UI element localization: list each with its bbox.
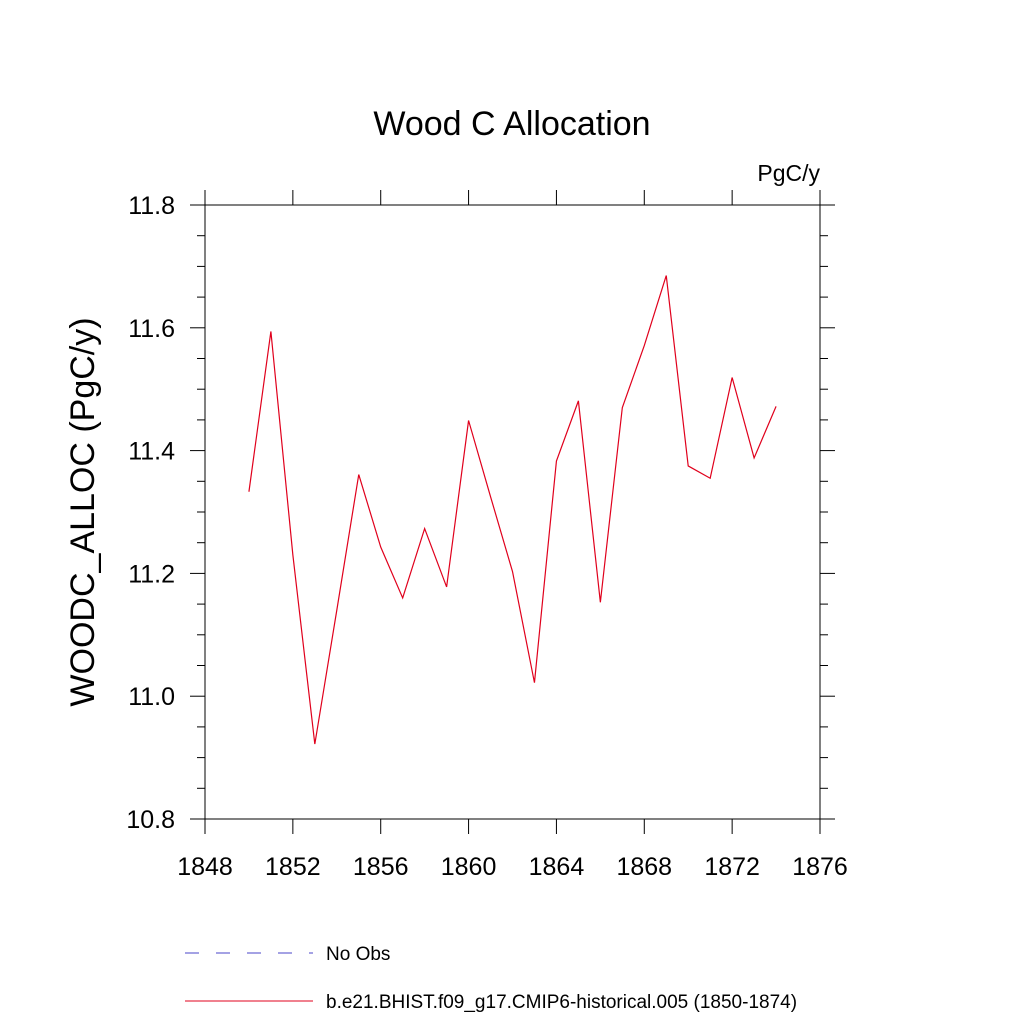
y-tick-label: 11.6	[128, 315, 175, 343]
x-tick-label: 1868	[616, 853, 672, 881]
x-tick-label: 1856	[353, 853, 409, 881]
x-tick-label: 1872	[704, 853, 760, 881]
x-tick-label: 1876	[792, 853, 848, 881]
y-tick-label: 11.8	[128, 192, 175, 220]
y-tick-label: 11.2	[128, 560, 175, 588]
minor-ticks	[197, 235, 828, 789]
y-axis-label: WOODC_ALLOC (PgC/y)	[64, 317, 102, 706]
x-tick-label: 1848	[177, 853, 233, 881]
y-tick-label: 11.4	[128, 438, 175, 466]
series-layer	[248, 275, 777, 745]
x-tick-label: 1864	[529, 853, 585, 881]
units-label: PgC/y	[757, 160, 820, 186]
x-tick-label: 1852	[265, 853, 321, 881]
y-tick-label: 11.0	[128, 683, 175, 711]
legend: No Obs b.e21.BHIST.f09_g17.CMIP6-histori…	[185, 944, 797, 1013]
x-tick-label: 1860	[441, 853, 497, 881]
legend-label-model: b.e21.BHIST.f09_g17.CMIP6-historical.005…	[326, 992, 797, 1013]
chart-title: Wood C Allocation	[373, 105, 650, 143]
series-line	[248, 275, 777, 745]
plot-frame	[204, 204, 821, 820]
y-axis-ticks: 10.8 11.0 11.2 11.4 11.6 11.8	[126, 192, 835, 834]
y-tick-label: 10.8	[126, 806, 175, 834]
x-axis-ticks: 1848 1852 1856 1860 1864 1868 1872 1876	[177, 190, 848, 881]
legend-label-obs: No Obs	[326, 944, 390, 965]
